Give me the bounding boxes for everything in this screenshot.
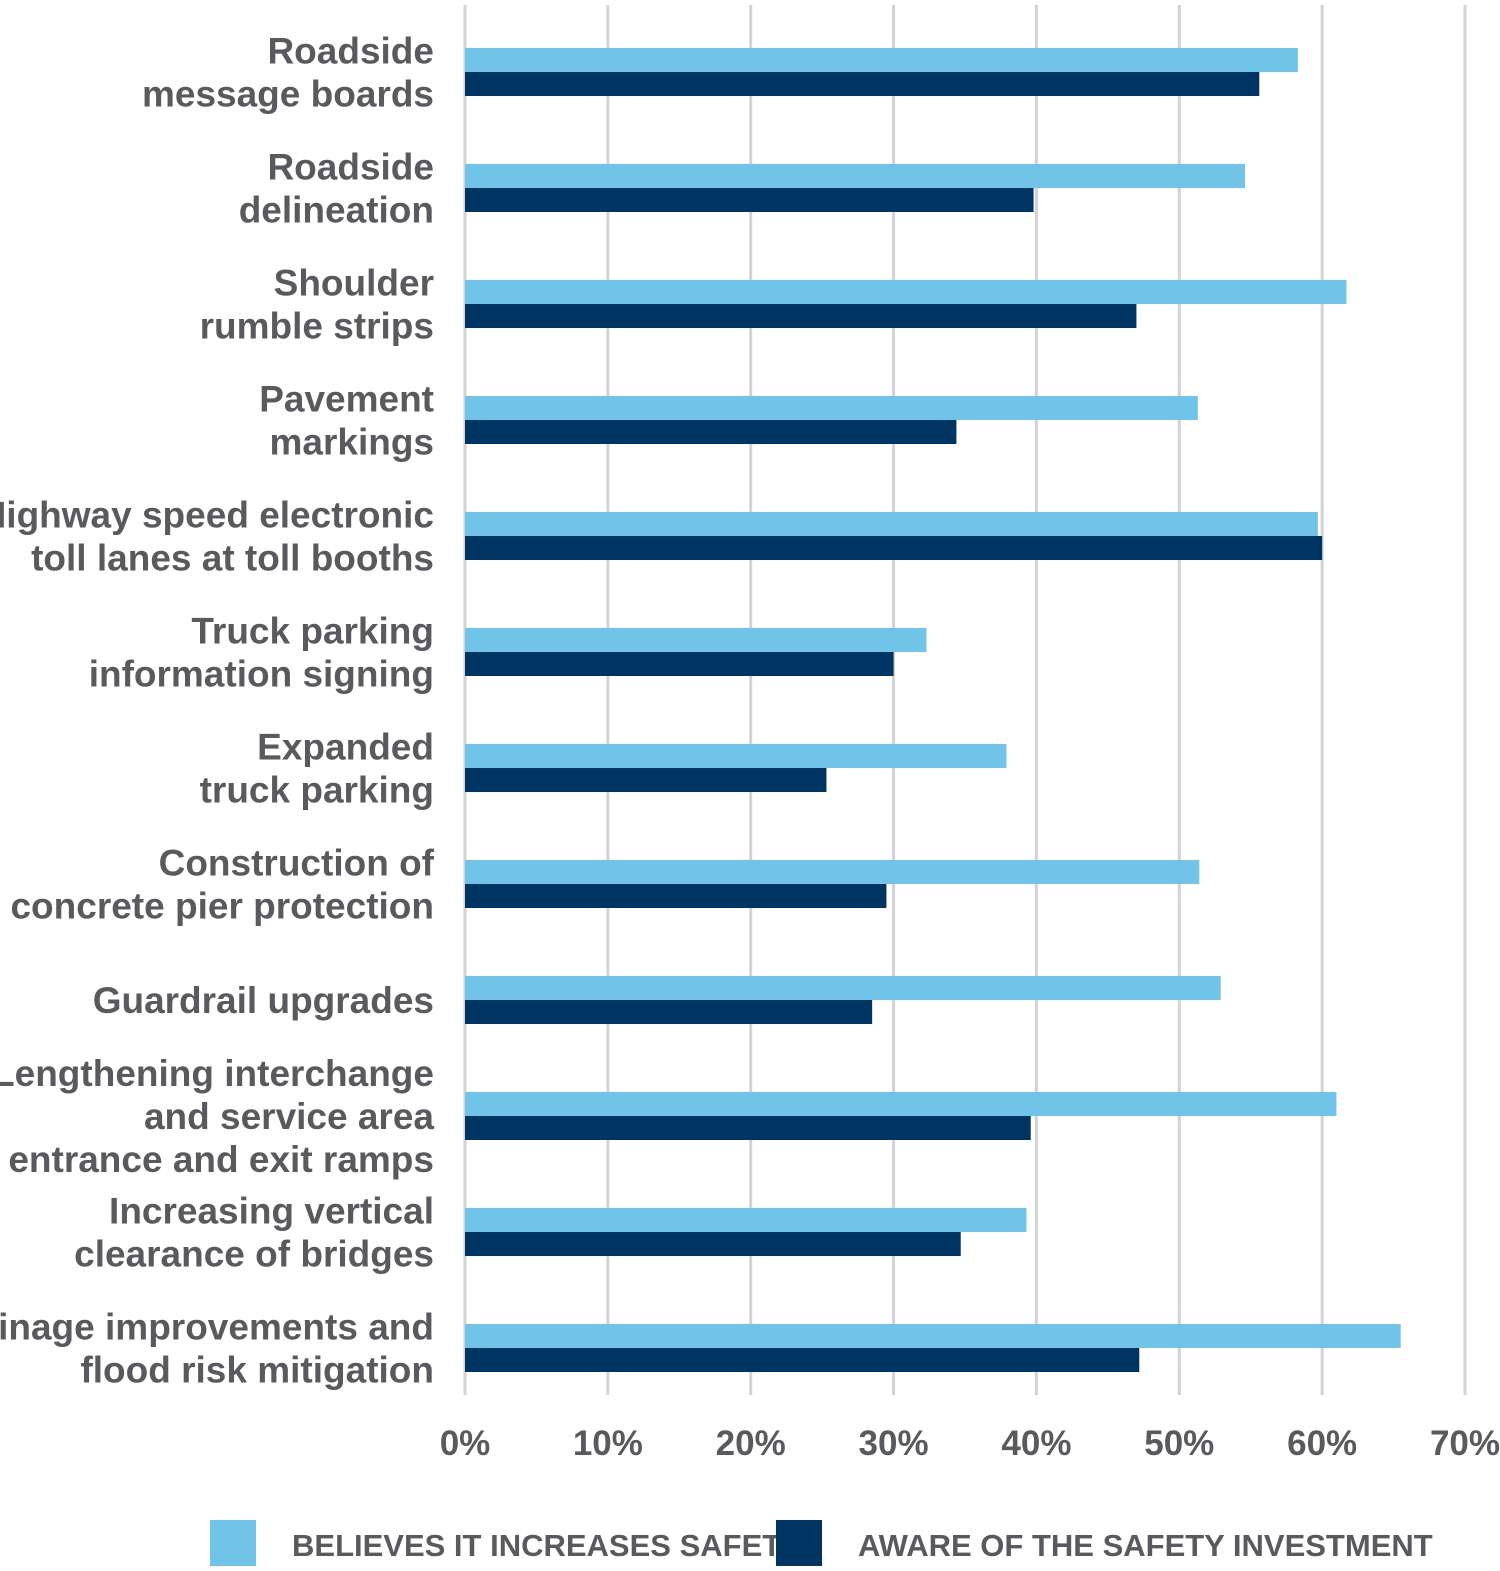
- bar-believes: [465, 164, 1245, 188]
- category-label: Guardrail upgrades: [93, 980, 434, 1021]
- category-label: Roadside delineation: [239, 147, 434, 231]
- bar-aware: [465, 1116, 1031, 1140]
- bar-aware: [465, 1000, 873, 1024]
- category-label: Increasing vertical clearance of bridges: [74, 1191, 434, 1275]
- gridlines: [463, 5, 1467, 1395]
- x-tick-label: 50%: [1144, 1424, 1214, 1463]
- bar-believes: [465, 860, 1200, 884]
- bar-believes: [465, 280, 1347, 304]
- x-tick-label: 10%: [573, 1424, 643, 1463]
- bar-believes: [465, 512, 1318, 536]
- bar-believes: [465, 1208, 1027, 1232]
- bar-believes: [465, 744, 1007, 768]
- category-label: Roadside message boards: [142, 31, 434, 115]
- legend-swatch-believes: [210, 1520, 256, 1566]
- bar-aware: [465, 420, 957, 444]
- x-tick-label: 20%: [716, 1424, 786, 1463]
- bar-believes: [465, 1092, 1337, 1116]
- bar-believes: [465, 1324, 1401, 1348]
- category-label: Pavement markings: [259, 379, 434, 463]
- bar-believes: [465, 628, 927, 652]
- bar-aware: [465, 188, 1034, 212]
- bar-believes: [465, 976, 1221, 1000]
- bar-aware: [465, 304, 1137, 328]
- bar-aware: [465, 768, 827, 792]
- x-tick-label: 40%: [1001, 1424, 1071, 1463]
- bar-believes: [465, 48, 1298, 72]
- category-label: Truck parking information signing: [89, 611, 434, 695]
- bar-aware: [465, 884, 887, 908]
- legend-swatch-aware: [776, 1520, 822, 1566]
- x-axis-tick-labels: 0% 10% 20% 30% 40% 50% 60% 70%: [440, 1424, 1500, 1463]
- x-tick-label: 70%: [1430, 1424, 1500, 1463]
- category-labels: Roadside message boards Roadside delineatio…: [0, 31, 435, 1391]
- bar-aware: [465, 536, 1323, 560]
- category-label: Lengthening interchange and service area e…: [0, 1053, 434, 1180]
- bar-believes: [465, 396, 1198, 420]
- legend: BELIEVES IT INCREASES SAFETY AWARE OF TH…: [210, 1520, 1433, 1566]
- legend-label-believes: BELIEVES IT INCREASES SAFETY: [292, 1528, 802, 1563]
- category-label: Expanded truck parking: [200, 727, 434, 811]
- x-tick-label: 60%: [1287, 1424, 1357, 1463]
- bars: [465, 48, 1401, 1372]
- bar-aware: [465, 1232, 961, 1256]
- legend-label-aware: AWARE OF THE SAFETY INVESTMENT: [858, 1528, 1433, 1563]
- category-label: Highway speed electronic toll lanes at to…: [0, 495, 434, 579]
- bar-aware: [465, 652, 894, 676]
- category-label: Shoulder rumble strips: [200, 263, 434, 347]
- bar-aware: [465, 72, 1260, 96]
- x-tick-label: 0%: [440, 1424, 491, 1463]
- x-tick-label: 30%: [859, 1424, 929, 1463]
- bar-aware: [465, 1348, 1140, 1372]
- category-label: Construction of concrete pier protection: [10, 843, 434, 927]
